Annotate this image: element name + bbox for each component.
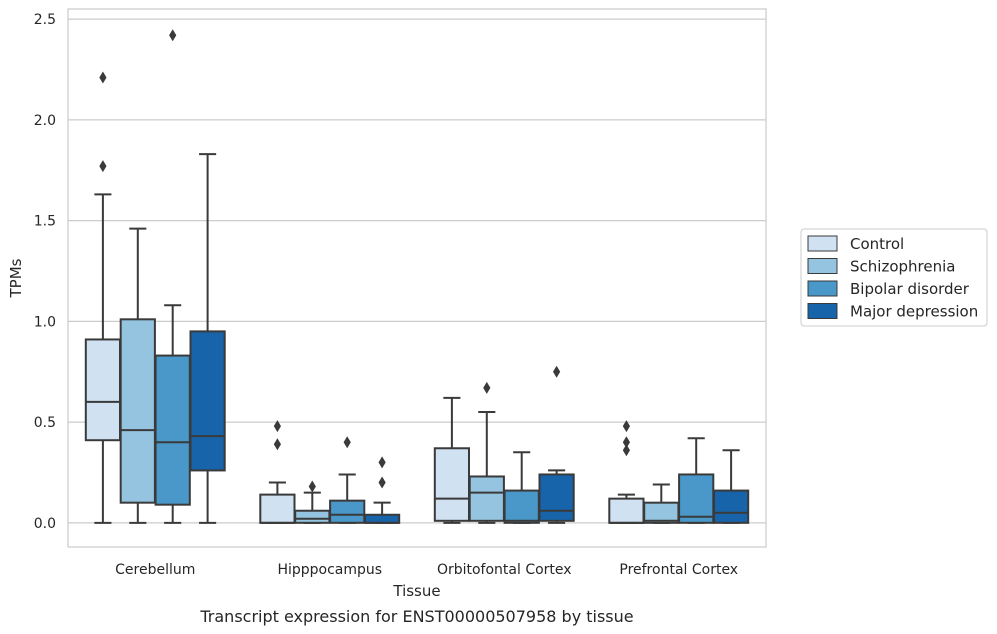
box-group (119, 227, 156, 524)
x-tick-label: Hipppocampus (277, 562, 382, 578)
y-tick-label: 0.0 (34, 516, 56, 532)
box-group (433, 396, 471, 524)
legend-frame (800, 228, 988, 327)
chart-caption: Transcript expression for ENST0000050795… (199, 607, 633, 626)
y-tick-label: 2.5 (34, 12, 56, 28)
box (712, 489, 750, 524)
box-plots (84, 29, 750, 524)
legend-swatch (807, 235, 838, 252)
legend-label: Major depression (850, 303, 978, 321)
box (363, 513, 401, 524)
outlier-point (622, 420, 630, 433)
outlier-point (378, 456, 386, 469)
outlier-point (483, 381, 491, 394)
outlier-point (343, 436, 351, 449)
box (294, 509, 331, 524)
outlier-point (308, 480, 316, 493)
y-tick-label: 1.0 (34, 314, 56, 330)
x-axis-label: Tissue (392, 582, 440, 600)
box (678, 473, 715, 524)
y-axis-label: TPMs (7, 258, 25, 298)
box-group (608, 420, 645, 524)
box-group (329, 436, 366, 524)
legend-label: Schizophrenia (850, 258, 955, 276)
box (643, 501, 680, 524)
box (259, 493, 296, 524)
x-tick-labels: Cerebellum Hipppocampus Orbitofontal Corte… (115, 562, 738, 578)
outlier-point (99, 71, 107, 84)
box (119, 318, 156, 504)
outlier-point (378, 476, 386, 489)
x-tick-label: Cerebellum (115, 562, 195, 578)
outlier-point (99, 160, 107, 173)
box (468, 475, 505, 522)
outlier-point (273, 420, 281, 433)
y-tick-labels: 0.0 0.5 1.0 1.5 2.0 2.5 (34, 12, 56, 532)
outlier-point (553, 365, 561, 378)
y-tick-label: 1.5 (34, 214, 56, 230)
outlier-point (169, 29, 177, 42)
box (503, 489, 540, 524)
plot-frame (67, 8, 767, 548)
box (189, 330, 226, 472)
box-group (643, 483, 680, 524)
box-group (363, 456, 401, 524)
box (154, 354, 191, 506)
outlier-point (622, 436, 630, 449)
box-group (538, 365, 575, 524)
box (608, 497, 645, 524)
outlier-point (273, 438, 281, 451)
box-group (468, 381, 505, 524)
legend-swatch (807, 280, 838, 297)
box-group (294, 480, 331, 524)
legend-label: Control (850, 235, 904, 253)
box (433, 447, 471, 522)
legend: Control Schizophrenia Bipolar disorder Majo… (800, 228, 988, 327)
box-group (189, 153, 226, 524)
box (329, 499, 366, 524)
legend-swatch (807, 258, 838, 274)
box-group (678, 437, 715, 524)
box (538, 473, 575, 522)
x-tick-label: Orbitofontal Cortex (437, 562, 572, 578)
y-tick-label: 0.5 (34, 415, 56, 431)
legend-label: Bipolar disorder (850, 280, 970, 298)
box (84, 338, 122, 442)
box-group (84, 71, 122, 524)
x-tick-label: Prefrontal Cortex (619, 562, 738, 578)
legend-swatch (807, 303, 838, 319)
box-group (503, 451, 540, 524)
y-tick-label: 2.0 (34, 113, 56, 129)
box-group (712, 449, 750, 524)
outlier-point (622, 444, 630, 457)
box-group (154, 29, 191, 524)
box-group (259, 420, 296, 524)
